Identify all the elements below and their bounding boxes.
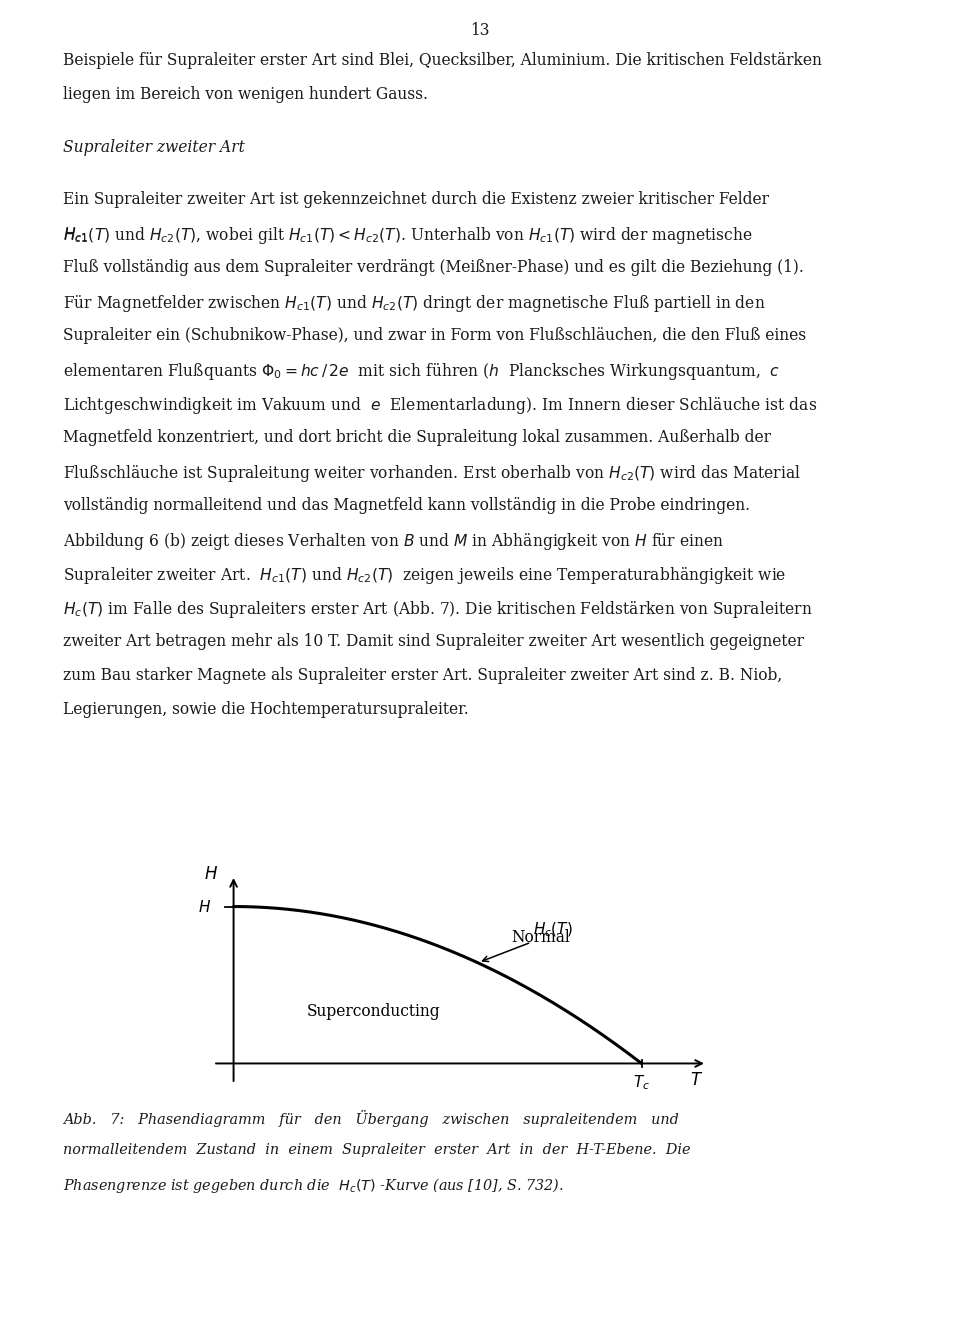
Text: Magnetfeld konzentriert, und dort bricht die Supraleitung lokal zusammen. Außerh: Magnetfeld konzentriert, und dort bricht… <box>63 429 771 447</box>
Text: $T$: $T$ <box>690 1072 704 1089</box>
Text: Phasengrenze ist gegeben durch die  $H_c(T)$ -Kurve (aus [10], S. 732).: Phasengrenze ist gegeben durch die $H_c(… <box>63 1177 564 1195</box>
Text: $H$: $H$ <box>198 898 211 914</box>
Text: Ein Supraleiter zweiter Art ist gekennzeichnet durch die Existenz zweier kritisc: Ein Supraleiter zweiter Art ist gekennze… <box>63 191 769 208</box>
Text: $H_c(T)$ im Falle des Supraleiters erster Art (Abb. 7). Die kritischen Feldstärk: $H_c(T)$ im Falle des Supraleiters erste… <box>63 599 812 620</box>
Text: $H_{c1}$: $H_{c1}$ <box>63 225 88 244</box>
Text: liegen im Bereich von wenigen hundert Gauss.: liegen im Bereich von wenigen hundert Ga… <box>63 86 428 103</box>
Text: Supraleiter zweiter Art.  $H_{c1}(T)$ und $H_{c2}(T)$  zeigen jeweils eine Tempe: Supraleiter zweiter Art. $H_{c1}(T)$ und… <box>63 566 786 587</box>
Text: Fluß vollständig aus dem Supraleiter verdrängt (Meißner-Phase) und es gilt die B: Fluß vollständig aus dem Supraleiter ver… <box>63 260 804 277</box>
Text: Legierungen, sowie die Hochtemperatursupraleiter.: Legierungen, sowie die Hochtemperatursup… <box>63 701 468 718</box>
Text: Abbildung 6 (b) zeigt dieses Verhalten von $B$ und $M$ in Abhängigkeit von $H$ f: Abbildung 6 (b) zeigt dieses Verhalten v… <box>63 531 724 553</box>
Text: Flußschläuche ist Supraleitung weiter vorhanden. Erst oberhalb von $H_{c2}(T)$ w: Flußschläuche ist Supraleitung weiter vo… <box>63 464 801 485</box>
Text: vollständig normalleitend und das Magnetfeld kann vollständig in die Probe eindr: vollständig normalleitend und das Magnet… <box>63 497 750 514</box>
Text: normalleitendem  Zustand  in  einem  Supraleiter  erster  Art  in  der  H-T-Eben: normalleitendem Zustand in einem Suprale… <box>63 1143 690 1157</box>
Text: zum Bau starker Magnete als Supraleiter erster Art. Supraleiter zweiter Art sind: zum Bau starker Magnete als Supraleiter … <box>63 668 782 685</box>
Text: $H_{c1}(T)$ und $H_{c2}(T)$, wobei gilt $H_{c1}(T) < H_{c2}(T)$. Unterhalb von $: $H_{c1}(T)$ und $H_{c2}(T)$, wobei gilt … <box>63 225 753 246</box>
Text: 13: 13 <box>470 23 490 38</box>
Text: Für Magnetfelder zwischen $H_{c1}(T)$ und $H_{c2}(T)$ dringt der magnetische Flu: Für Magnetfelder zwischen $H_{c1}(T)$ un… <box>63 293 765 314</box>
Text: $H$: $H$ <box>204 867 218 882</box>
Text: Beispiele für Supraleiter erster Art sind Blei, Quecksilber, Aluminium. Die krit: Beispiele für Supraleiter erster Art sin… <box>63 52 822 69</box>
Text: Supraleiter ein (Schubnikow-Phase), und zwar in Form von Flußschläuchen, die den: Supraleiter ein (Schubnikow-Phase), und … <box>63 327 806 344</box>
Text: elementaren Flußquants $\Phi_0 = hc\,/\,2e$  mit sich führen ($h$  Plancksches W: elementaren Flußquants $\Phi_0 = hc\,/\,… <box>63 362 780 383</box>
Text: Normal: Normal <box>511 929 569 946</box>
Text: Abb.   7:   Phasendiagramm   für   den   Übergang   zwischen   supraleitendem   : Abb. 7: Phasendiagramm für den Übergang … <box>63 1110 679 1128</box>
Text: Lichtgeschwindigkeit im Vakuum und  $e$  Elementarladung). Im Innern dieser Schl: Lichtgeschwindigkeit im Vakuum und $e$ E… <box>63 395 817 416</box>
Text: $T_c$: $T_c$ <box>633 1073 650 1092</box>
Text: $H_c(T)$: $H_c(T)$ <box>534 921 573 939</box>
Text: Superconducting: Superconducting <box>307 1003 441 1020</box>
Text: zweiter Art betragen mehr als 10 T. Damit sind Supraleiter zweiter Art wesentlic: zweiter Art betragen mehr als 10 T. Dami… <box>63 633 804 651</box>
Text: Supraleiter zweiter Art: Supraleiter zweiter Art <box>63 139 245 156</box>
